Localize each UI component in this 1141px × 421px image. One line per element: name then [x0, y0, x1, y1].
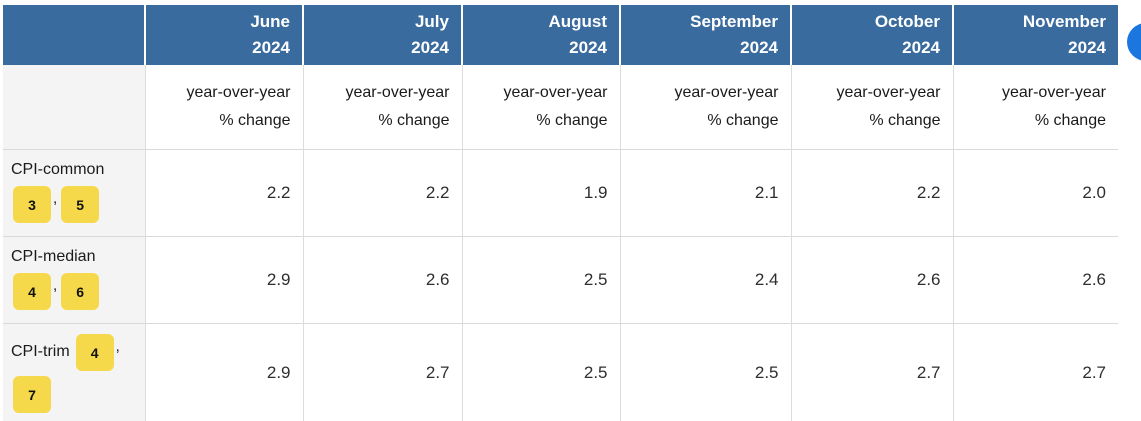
table-row-cpi-median: CPI-median 4,6 2.9 2.6 2.5 2.4 2.6 2.6 [3, 236, 1118, 324]
subheader-line2: % change [1034, 112, 1106, 129]
column-header-november: November 2024 [952, 5, 1118, 65]
footnote-ref-badge[interactable]: 6 [61, 273, 100, 310]
value-cell: 2.7 [952, 323, 1118, 421]
floating-widget-button[interactable] [1127, 23, 1141, 61]
footnote-separator: , [53, 277, 58, 294]
year-label: 2024 [1068, 38, 1106, 57]
subheader-row: year-over-year % change year-over-year %… [3, 65, 1118, 150]
subheader-line2: % change [219, 112, 291, 129]
value-cell: 2.6 [302, 236, 462, 324]
column-header-october: October 2024 [790, 5, 953, 65]
value-cell: 2.2 [790, 149, 953, 237]
month-label: September [690, 12, 778, 31]
value-cell: 2.7 [790, 323, 953, 421]
subheader-cell: year-over-year % change [144, 65, 303, 150]
value-cell: 2.0 [952, 149, 1118, 237]
subheader-line1: year-over-year [1001, 84, 1106, 101]
subheader-line2: % change [378, 112, 450, 129]
month-label: November [1022, 12, 1106, 31]
value-cell: 2.5 [461, 323, 620, 421]
year-label: 2024 [569, 38, 607, 57]
table-row-cpi-common: CPI-common 3,5 2.2 2.2 1.9 2.1 2.2 2.0 [3, 149, 1118, 237]
subheader-line2: % change [707, 112, 779, 129]
column-header-june: June 2024 [144, 5, 303, 65]
table-row-cpi-trim: CPI-trim 4, 7 2.9 2.7 2.5 2.5 2.7 2.7 [3, 323, 1118, 421]
value-cell: 2.6 [790, 236, 953, 324]
row-label-cpi-median: CPI-median 4,6 [3, 236, 145, 324]
row-label-text: CPI-median [11, 248, 96, 265]
subheader-line1: year-over-year [674, 84, 779, 101]
value-cell: 2.1 [619, 149, 791, 237]
subheader-cell: year-over-year % change [461, 65, 620, 150]
subheader-line1: year-over-year [836, 84, 941, 101]
year-label: 2024 [740, 38, 778, 57]
subheader-line1: year-over-year [345, 84, 450, 101]
value-cell: 2.2 [302, 149, 462, 237]
year-label: 2024 [902, 38, 940, 57]
subheader-line2: % change [536, 112, 608, 129]
value-cell: 1.9 [461, 149, 620, 237]
value-cell: 2.9 [144, 236, 303, 324]
footnote-separator: , [115, 338, 120, 355]
row-label-text: CPI-trim [11, 343, 70, 361]
footnote-ref-badge[interactable]: 3 [13, 186, 51, 223]
row-label-cpi-trim: CPI-trim 4, 7 [3, 323, 145, 421]
value-cell: 2.9 [144, 323, 303, 421]
footnote-separator: , [53, 190, 58, 207]
value-cell: 2.7 [302, 323, 462, 421]
value-cell: 2.6 [952, 236, 1118, 324]
month-label: August [548, 12, 607, 31]
year-label: 2024 [411, 38, 449, 57]
column-header-september: September 2024 [619, 5, 791, 65]
value-cell: 2.2 [144, 149, 303, 237]
value-cell: 2.5 [461, 236, 620, 324]
row-label-cpi-common: CPI-common 3,5 [3, 149, 145, 237]
year-label: 2024 [252, 38, 290, 57]
subheader-cell: year-over-year % change [952, 65, 1118, 150]
subheader-cell: year-over-year % change [790, 65, 953, 150]
row-label-text: CPI-common [11, 161, 105, 178]
subheader-line1: year-over-year [503, 84, 608, 101]
footnote-ref-badge[interactable]: 7 [13, 376, 51, 413]
value-cell: 2.4 [619, 236, 791, 324]
month-header-row: June 2024 July 2024 August 2024 Septembe… [3, 5, 1118, 65]
month-label: October [874, 12, 940, 31]
cpi-table: June 2024 July 2024 August 2024 Septembe… [3, 5, 1118, 421]
column-header-august: August 2024 [461, 5, 620, 65]
footnote-ref-badge[interactable]: 4 [13, 273, 51, 310]
value-cell: 2.5 [619, 323, 791, 421]
subheader-cell: year-over-year % change [619, 65, 791, 150]
subheader-cell: year-over-year % change [302, 65, 462, 150]
stub-subheader-cell [3, 65, 145, 150]
month-label: June [250, 12, 290, 31]
column-header-july: July 2024 [302, 5, 462, 65]
footnote-ref-badge[interactable]: 5 [61, 186, 100, 223]
footnote-ref-badge[interactable]: 4 [75, 334, 114, 371]
stub-header-cell [3, 5, 145, 65]
month-label: July [414, 12, 449, 31]
subheader-line1: year-over-year [186, 84, 291, 101]
subheader-line2: % change [869, 112, 941, 129]
